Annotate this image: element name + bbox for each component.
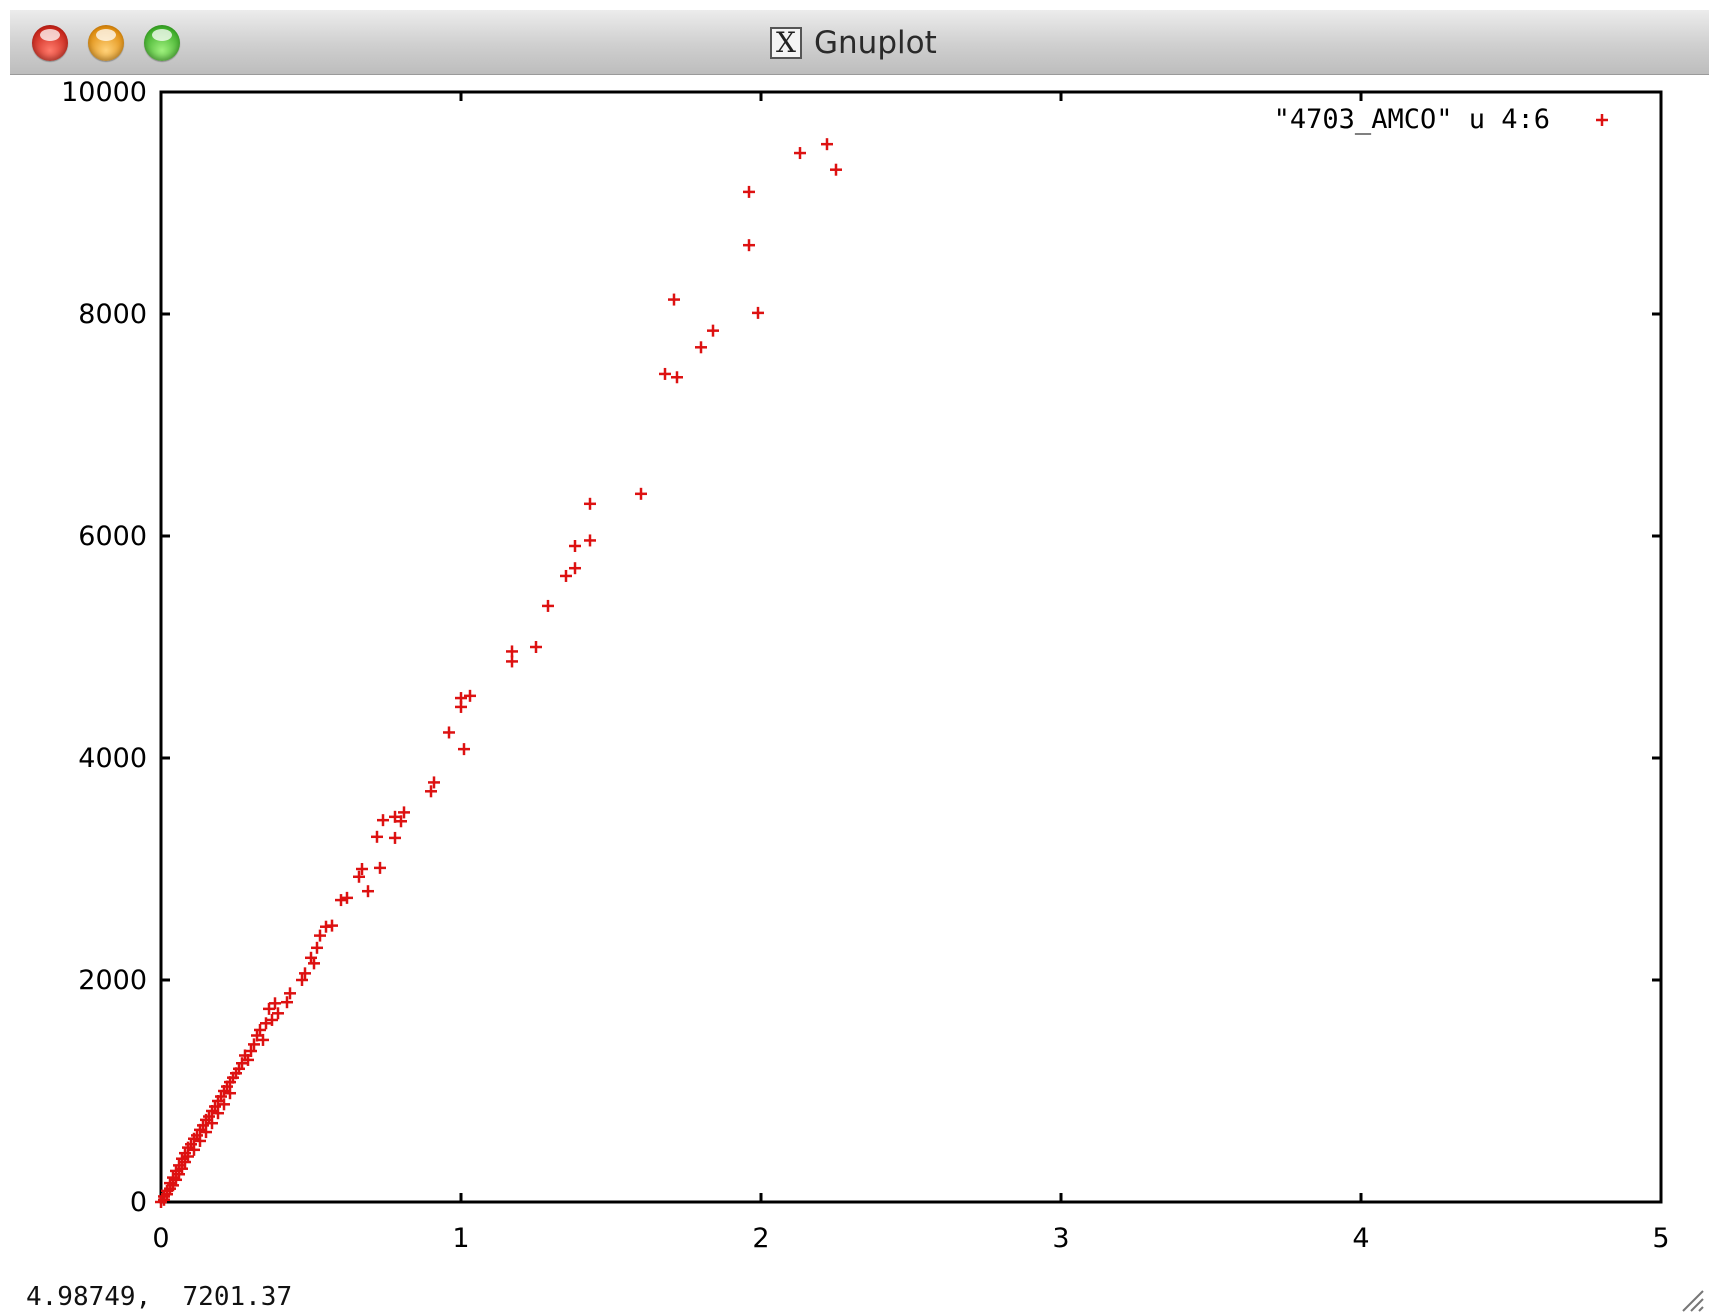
data-point xyxy=(428,776,440,789)
data-point xyxy=(743,185,755,198)
y-tick-label: 4000 xyxy=(78,743,147,774)
data-point xyxy=(395,815,407,828)
data-point xyxy=(707,324,719,337)
data-point xyxy=(506,655,518,668)
x-tick-label: 3 xyxy=(1052,1223,1069,1254)
legend-plus-icon xyxy=(1596,114,1608,126)
data-point xyxy=(272,1007,284,1020)
data-point xyxy=(341,891,353,904)
y-tick-label: 6000 xyxy=(78,521,147,552)
x11-icon: X xyxy=(770,27,802,59)
data-point xyxy=(299,967,311,980)
data-point xyxy=(257,1033,269,1046)
x-tick-label: 1 xyxy=(452,1223,469,1254)
data-point xyxy=(212,1107,224,1120)
data-point xyxy=(560,569,572,582)
data-point xyxy=(356,863,368,875)
data-points xyxy=(155,138,842,1208)
data-point xyxy=(743,239,755,252)
data-point xyxy=(752,306,764,319)
data-point xyxy=(530,641,542,653)
data-point xyxy=(671,371,683,384)
data-point xyxy=(458,743,470,756)
legend: "4703_AMCO" u 4:6 xyxy=(1274,104,1608,135)
data-point xyxy=(398,806,410,819)
data-point xyxy=(584,497,596,510)
window-title-group: X Gnuplot xyxy=(770,23,937,63)
data-point xyxy=(464,689,476,702)
data-point xyxy=(659,367,671,380)
data-point xyxy=(794,147,806,160)
legend-marker xyxy=(1596,114,1608,126)
data-point xyxy=(200,1126,212,1139)
data-point xyxy=(695,341,707,354)
data-point xyxy=(821,138,833,151)
data-point xyxy=(455,700,467,713)
axis-ticks xyxy=(159,90,1663,1204)
x-tick-label: 2 xyxy=(752,1223,769,1254)
mouse-coordinates: 4.98749, 7201.37 xyxy=(26,1282,293,1312)
legend-label: "4703_AMCO" u 4:6 xyxy=(1274,104,1550,135)
data-point xyxy=(281,996,293,1009)
data-point xyxy=(269,997,281,1010)
data-point xyxy=(308,957,320,970)
y-tick-label: 2000 xyxy=(78,965,147,996)
data-point xyxy=(542,599,554,612)
zoom-button[interactable] xyxy=(144,25,180,61)
data-point xyxy=(260,1017,272,1030)
x-tick-label: 0 xyxy=(152,1223,169,1254)
data-point xyxy=(194,1134,206,1147)
data-point xyxy=(425,785,437,798)
data-point xyxy=(830,163,842,176)
data-point xyxy=(206,1117,218,1130)
title-bar[interactable]: X Gnuplot xyxy=(10,10,1709,75)
plot-frame xyxy=(159,90,1663,1204)
data-point xyxy=(569,562,581,575)
y-tick-label: 10000 xyxy=(61,77,147,108)
data-point xyxy=(314,929,326,942)
data-point xyxy=(248,1038,260,1051)
data-point xyxy=(443,726,455,739)
close-button[interactable] xyxy=(32,25,68,61)
gnuplot-window: X Gnuplot 0 1 2 3 4 5 0 2000 4000 6000 8000 10000 "… xyxy=(10,10,1709,1315)
data-point xyxy=(218,1098,230,1111)
data-point xyxy=(374,861,386,874)
data-point xyxy=(371,830,383,843)
data-point xyxy=(311,941,323,954)
minimize-button[interactable] xyxy=(88,25,124,61)
data-point xyxy=(224,1087,236,1100)
data-point xyxy=(263,1002,275,1015)
data-point xyxy=(668,293,680,306)
data-point xyxy=(635,487,647,500)
data-point xyxy=(320,920,332,933)
data-point xyxy=(284,987,296,1000)
data-point xyxy=(296,974,308,986)
data-point xyxy=(155,1196,167,1208)
data-point xyxy=(377,814,389,827)
resize-grip-icon[interactable] xyxy=(1679,1287,1705,1313)
data-point xyxy=(188,1143,200,1156)
status-bar: 4.98749, 7201.37 xyxy=(10,1278,1709,1315)
axis-tick-labels: 0 1 2 3 4 5 0 2000 4000 6000 8000 10000 xyxy=(61,77,1670,1254)
window-title: Gnuplot xyxy=(814,25,937,61)
data-point xyxy=(389,831,401,844)
data-point xyxy=(335,894,347,907)
data-point xyxy=(353,870,365,883)
scatter-plot[interactable]: 0 1 2 3 4 5 0 2000 4000 6000 8000 10000 "4703_AMCO"… xyxy=(10,10,1709,1278)
x-tick-label: 4 xyxy=(1352,1223,1369,1254)
x-tick-label: 5 xyxy=(1652,1223,1669,1254)
data-point xyxy=(584,534,596,547)
data-point xyxy=(362,885,374,898)
y-tick-label: 0 xyxy=(130,1187,147,1218)
y-tick-label: 8000 xyxy=(78,299,147,330)
data-point xyxy=(569,539,581,552)
